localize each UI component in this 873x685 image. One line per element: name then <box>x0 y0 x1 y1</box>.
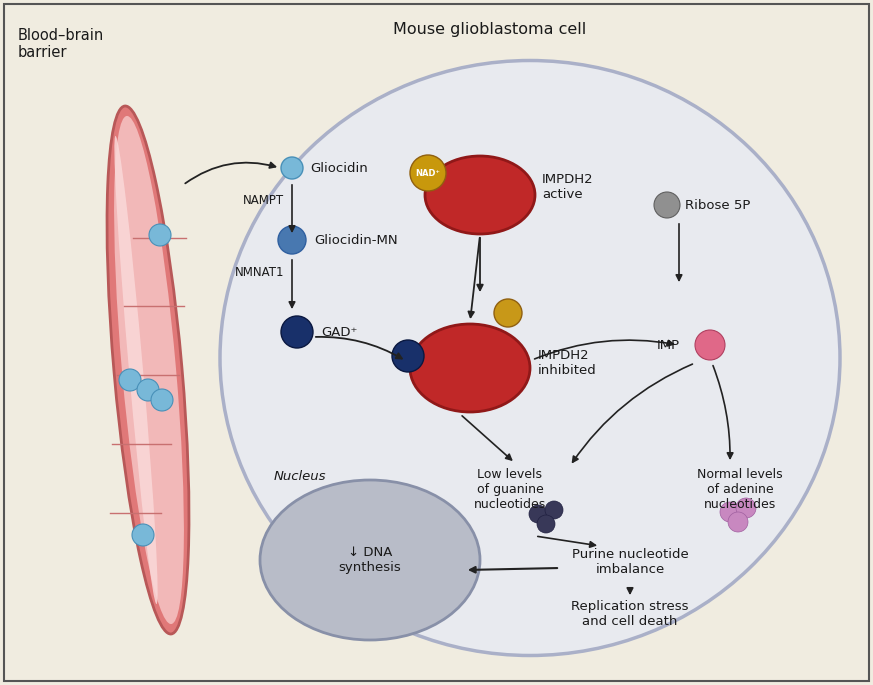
Ellipse shape <box>425 156 535 234</box>
Text: Gliocidin: Gliocidin <box>310 162 368 175</box>
Ellipse shape <box>220 60 840 656</box>
Circle shape <box>281 157 303 179</box>
Ellipse shape <box>410 324 530 412</box>
Text: IMP: IMP <box>656 338 680 351</box>
Ellipse shape <box>114 116 184 624</box>
Circle shape <box>149 224 171 246</box>
Circle shape <box>529 505 547 523</box>
Text: ↓ DNA
synthesis: ↓ DNA synthesis <box>339 546 402 574</box>
Circle shape <box>137 379 159 401</box>
Text: Nucleus: Nucleus <box>274 470 327 483</box>
Text: NMNAT1: NMNAT1 <box>235 266 284 279</box>
Circle shape <box>654 192 680 218</box>
Text: Ribose 5P: Ribose 5P <box>685 199 751 212</box>
Circle shape <box>132 524 154 546</box>
Circle shape <box>392 340 424 372</box>
Circle shape <box>494 299 522 327</box>
Circle shape <box>736 498 756 518</box>
Circle shape <box>278 226 306 254</box>
Text: Purine nucleotide
imbalance: Purine nucleotide imbalance <box>572 548 689 576</box>
Text: IMPDH2
active: IMPDH2 active <box>542 173 594 201</box>
Circle shape <box>119 369 141 391</box>
Circle shape <box>281 316 313 348</box>
Text: Low levels
of guanine
nucleotides: Low levels of guanine nucleotides <box>474 468 546 511</box>
Circle shape <box>537 515 555 533</box>
Ellipse shape <box>114 136 158 604</box>
Circle shape <box>545 501 563 519</box>
Text: Mouse glioblastoma cell: Mouse glioblastoma cell <box>394 22 587 37</box>
Circle shape <box>720 502 740 522</box>
Text: Blood–brain
barrier: Blood–brain barrier <box>18 28 104 60</box>
Circle shape <box>695 330 725 360</box>
Text: Replication stress
and cell death: Replication stress and cell death <box>571 600 689 628</box>
Circle shape <box>151 389 173 411</box>
Circle shape <box>410 155 446 191</box>
Circle shape <box>728 512 748 532</box>
Text: NAMPT: NAMPT <box>243 193 284 206</box>
Text: IMPDH2
inhibited: IMPDH2 inhibited <box>538 349 597 377</box>
Text: GAD⁺: GAD⁺ <box>321 325 357 338</box>
Text: Gliocidin-MN: Gliocidin-MN <box>314 234 397 247</box>
Text: NAD⁺: NAD⁺ <box>416 169 441 177</box>
Text: Normal levels
of adenine
nucleotides: Normal levels of adenine nucleotides <box>698 468 783 511</box>
Ellipse shape <box>260 480 480 640</box>
Ellipse shape <box>107 106 189 634</box>
